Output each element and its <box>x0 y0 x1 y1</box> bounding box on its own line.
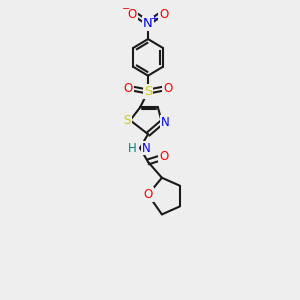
Text: +: + <box>150 14 158 23</box>
Text: O: O <box>159 150 169 164</box>
Text: O: O <box>124 82 133 95</box>
Text: O: O <box>163 82 172 95</box>
Text: O: O <box>128 8 137 21</box>
Text: O: O <box>159 8 169 21</box>
Text: N: N <box>142 142 151 154</box>
Text: −: − <box>122 4 130 14</box>
Text: O: O <box>143 188 153 201</box>
Text: N: N <box>143 17 153 30</box>
Text: N: N <box>160 116 169 129</box>
Text: H: H <box>128 142 137 154</box>
Text: S: S <box>124 114 131 127</box>
Text: S: S <box>144 85 152 98</box>
